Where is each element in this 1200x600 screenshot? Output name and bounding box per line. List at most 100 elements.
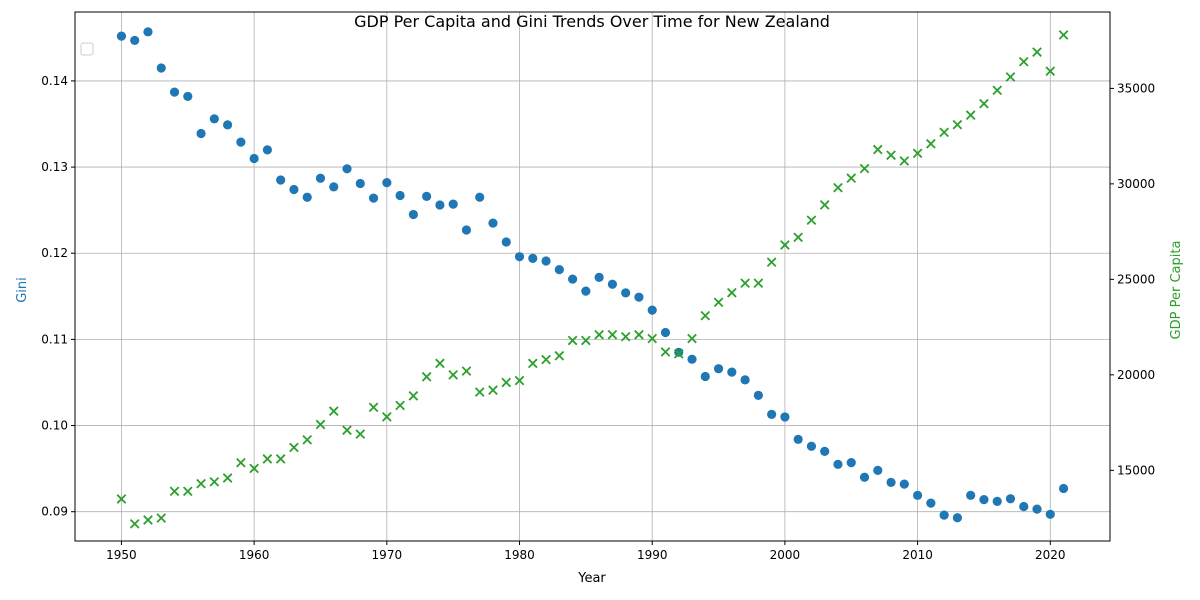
right-y-tick-label: 15000 xyxy=(1117,463,1155,477)
gdp-point xyxy=(1045,66,1056,77)
gini-series xyxy=(116,27,1069,523)
left-y-tick-label: 0.11 xyxy=(41,332,68,346)
gdp-point xyxy=(939,127,949,138)
gini-point xyxy=(183,91,193,102)
gini-point xyxy=(833,459,843,469)
gdp-point xyxy=(488,385,498,395)
gini-point xyxy=(382,177,392,188)
gdp-point xyxy=(116,494,127,504)
right-y-axis-ticks: 15000 20000 25000 30000 35000 xyxy=(1110,81,1155,477)
gini-point xyxy=(952,513,963,523)
gini-point xyxy=(289,184,299,195)
x-tick-label: 1950 xyxy=(106,548,137,562)
gdp-point xyxy=(541,354,551,365)
gini-point xyxy=(1019,501,1029,512)
gini-point xyxy=(461,225,472,235)
gdp-point xyxy=(554,350,565,361)
plot-frame xyxy=(74,11,1111,542)
gdp-point xyxy=(262,454,273,464)
gdp-point xyxy=(581,335,591,346)
gini-point xyxy=(567,274,578,284)
gdp-point xyxy=(833,182,843,193)
gini-point xyxy=(196,128,206,139)
gini-point xyxy=(806,441,817,451)
gini-point xyxy=(315,173,326,183)
gini-point xyxy=(249,153,259,164)
gdp-point xyxy=(289,442,299,453)
gdp-point xyxy=(899,156,910,166)
left-y-tick-label: 0.13 xyxy=(41,160,68,174)
gdp-point xyxy=(514,375,525,386)
gdp-point xyxy=(1018,56,1029,67)
gdp-point xyxy=(421,371,432,382)
gini-point xyxy=(236,137,246,147)
gdp-point xyxy=(395,400,405,411)
gini-point xyxy=(368,193,379,203)
gini-point xyxy=(222,120,233,130)
gini-point xyxy=(687,354,697,364)
gini-point xyxy=(886,477,896,488)
gini-point xyxy=(169,87,180,97)
gdp-point xyxy=(992,85,1003,96)
left-y-tick-label: 0.09 xyxy=(41,505,68,519)
gini-point xyxy=(713,364,724,374)
gdp-point xyxy=(302,434,313,445)
gini-point xyxy=(647,305,657,315)
gini-point xyxy=(992,496,1002,506)
gini-point xyxy=(581,286,591,296)
gdp-point xyxy=(607,329,618,340)
gdp-point xyxy=(527,358,538,369)
left-y-tick-label: 0.12 xyxy=(41,246,68,260)
gdp-point xyxy=(673,349,684,359)
gdp-point xyxy=(647,333,658,344)
gdp-point xyxy=(872,144,883,155)
gdp-point xyxy=(634,329,644,340)
gdp-point xyxy=(1005,72,1016,82)
gdp-point xyxy=(342,425,352,436)
gini-point xyxy=(541,256,551,266)
gdp-point xyxy=(1032,47,1042,57)
gdp-point xyxy=(846,173,857,183)
gini-point xyxy=(448,199,458,209)
gini-point xyxy=(1032,504,1042,514)
gdp-point xyxy=(182,486,193,497)
gdp-point xyxy=(793,232,804,243)
gdp-point xyxy=(620,331,631,342)
gdp-point xyxy=(806,215,817,225)
gdp-point xyxy=(660,347,671,357)
left-y-axis-ticks: 0.09 0.10 0.11 0.12 0.13 0.14 xyxy=(41,74,75,519)
gdp-point xyxy=(328,406,339,416)
gdp-point xyxy=(859,163,870,174)
gini-point xyxy=(634,292,644,302)
gini-point xyxy=(660,327,671,338)
x-tick-label: 1960 xyxy=(239,548,270,562)
gini-point xyxy=(607,279,618,289)
x-tick-label: 1970 xyxy=(372,548,403,562)
x-tick-label: 2000 xyxy=(770,548,801,562)
left-y-tick-label: 0.10 xyxy=(41,419,68,433)
gini-point xyxy=(621,288,631,298)
gini-point xyxy=(820,446,830,456)
gini-point xyxy=(130,35,140,46)
gdp-point xyxy=(567,335,578,346)
gini-point xyxy=(435,200,445,210)
gini-point xyxy=(156,63,166,73)
gini-point xyxy=(1005,494,1016,504)
gini-point xyxy=(355,178,365,189)
gdp-point xyxy=(461,366,472,376)
gdp-point xyxy=(315,419,326,430)
gdp-point xyxy=(236,457,246,468)
right-y-tick-label: 20000 xyxy=(1117,368,1155,382)
gdp-point xyxy=(408,391,419,401)
gini-point xyxy=(276,175,286,185)
right-y-tick-label: 35000 xyxy=(1117,81,1155,95)
gdp-point xyxy=(713,297,724,308)
gini-point xyxy=(700,371,710,382)
gdp-point xyxy=(222,473,233,483)
gdp-point xyxy=(766,257,777,268)
gini-point xyxy=(475,192,485,202)
gini-point xyxy=(408,209,418,220)
x-axis-label: Year xyxy=(577,571,606,586)
gini-point xyxy=(966,490,976,500)
